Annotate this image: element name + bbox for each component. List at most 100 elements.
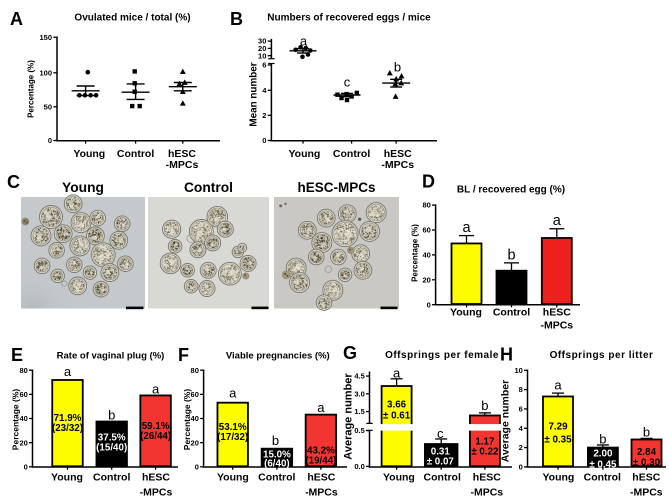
- svg-text:b: b: [394, 60, 401, 75]
- svg-text:± 0.22: ± 0.22: [471, 447, 499, 458]
- svg-text:0: 0: [519, 463, 523, 472]
- svg-text:1.5: 1.5: [354, 407, 364, 416]
- svg-text:Control: Control: [493, 306, 530, 318]
- svg-text:hESC: hESC: [384, 148, 412, 160]
- svg-text:-MPCs: -MPCs: [630, 487, 663, 499]
- svg-text:-MPCs: -MPCs: [540, 320, 573, 332]
- svg-text:10: 10: [258, 51, 266, 60]
- svg-text:2: 2: [519, 443, 523, 452]
- svg-text:a: a: [64, 364, 72, 379]
- svg-text:(15/40): (15/40): [96, 443, 127, 454]
- svg-text:± 0.07: ± 0.07: [427, 457, 455, 468]
- svg-text:0: 0: [24, 462, 28, 471]
- svg-text:C: C: [7, 172, 20, 192]
- svg-text:0: 0: [48, 136, 52, 145]
- svg-text:± 0.61: ± 0.61: [383, 411, 411, 422]
- svg-text:Control: Control: [117, 148, 154, 160]
- svg-text:± 0.30: ± 0.30: [633, 457, 661, 468]
- svg-text:hESC: hESC: [632, 472, 660, 484]
- svg-text:c: c: [437, 426, 444, 441]
- svg-text:-MPCs: -MPCs: [305, 487, 338, 499]
- svg-text:0.5: 0.5: [354, 426, 364, 435]
- svg-text:20: 20: [258, 44, 266, 53]
- svg-text:Control: Control: [93, 472, 130, 484]
- svg-text:hESC: hESC: [142, 472, 170, 484]
- svg-text:59.1%: 59.1%: [142, 421, 170, 432]
- svg-text:6: 6: [262, 61, 266, 70]
- svg-text:40: 40: [191, 414, 199, 423]
- svg-text:0.0: 0.0: [354, 462, 364, 471]
- svg-text:1.17: 1.17: [475, 437, 495, 448]
- svg-text:F: F: [178, 345, 189, 365]
- svg-text:60: 60: [19, 390, 27, 399]
- svg-text:a: a: [152, 382, 160, 397]
- svg-text:a: a: [317, 400, 325, 415]
- svg-text:A: A: [10, 9, 23, 29]
- svg-text:-MPCs: -MPCs: [381, 159, 414, 171]
- svg-text:Percentage (%): Percentage (%): [11, 389, 21, 451]
- svg-text:7.29: 7.29: [548, 422, 568, 433]
- svg-text:80: 80: [19, 366, 27, 375]
- svg-text:Numbers of recovered eggs / mi: Numbers of recovered eggs / mice: [267, 13, 431, 24]
- svg-text:Average number: Average number: [342, 373, 354, 460]
- svg-text:b: b: [272, 433, 279, 448]
- svg-text:3.66: 3.66: [387, 400, 407, 411]
- svg-text:D: D: [422, 172, 435, 192]
- svg-text:Average number: Average number: [500, 380, 512, 462]
- svg-text:(26/44): (26/44): [140, 431, 171, 442]
- svg-text:40: 40: [422, 251, 430, 260]
- svg-text:20: 20: [19, 438, 27, 447]
- svg-text:± 0.45: ± 0.45: [589, 459, 617, 470]
- svg-text:a: a: [462, 220, 471, 236]
- svg-text:Control: Control: [584, 472, 621, 484]
- svg-text:2: 2: [262, 111, 266, 120]
- svg-text:-MPCs: -MPCs: [140, 487, 173, 499]
- svg-text:Young: Young: [383, 472, 415, 484]
- svg-text:Rate of vaginal plug (%): Rate of vaginal plug (%): [57, 351, 165, 362]
- svg-text:(6/40): (6/40): [264, 459, 290, 470]
- svg-text:G: G: [343, 343, 357, 363]
- svg-text:3.0: 3.0: [354, 389, 364, 398]
- svg-text:150: 150: [39, 33, 52, 42]
- svg-text:BL / recovered egg (%): BL / recovered egg (%): [457, 185, 565, 196]
- svg-text:c: c: [344, 75, 351, 90]
- svg-text:Young: Young: [542, 472, 574, 484]
- svg-text:E: E: [11, 345, 23, 365]
- svg-text:80: 80: [422, 201, 430, 210]
- svg-text:0: 0: [427, 300, 431, 309]
- svg-text:20: 20: [191, 438, 199, 447]
- svg-text:40: 40: [19, 414, 27, 423]
- svg-text:53.1%: 53.1%: [219, 422, 247, 433]
- svg-text:Young: Young: [450, 306, 482, 318]
- svg-text:b: b: [507, 248, 515, 264]
- svg-text:71.9%: 71.9%: [54, 413, 82, 424]
- svg-text:Offsprings per litter: Offsprings per litter: [550, 350, 654, 361]
- svg-text:Viable pregnancies (%): Viable pregnancies (%): [226, 351, 330, 362]
- svg-text:(23/32): (23/32): [52, 423, 83, 434]
- svg-text:(17/32): (17/32): [217, 432, 248, 443]
- svg-text:Young: Young: [73, 148, 105, 160]
- svg-text:Control: Control: [184, 180, 233, 195]
- svg-text:0.31: 0.31: [431, 447, 451, 458]
- svg-text:20: 20: [422, 275, 430, 284]
- svg-text:a: a: [553, 213, 562, 229]
- svg-text:Young: Young: [62, 180, 104, 195]
- svg-text:hESC: hESC: [168, 148, 196, 160]
- svg-text:Percentage (%): Percentage (%): [411, 224, 420, 282]
- svg-text:Control: Control: [333, 148, 370, 160]
- svg-text:Control: Control: [424, 472, 461, 484]
- svg-text:hESC-MPCs: hESC-MPCs: [297, 180, 375, 195]
- svg-text:10: 10: [514, 366, 522, 375]
- svg-text:6: 6: [519, 405, 523, 414]
- svg-text:a: a: [300, 33, 308, 48]
- svg-text:b: b: [108, 407, 115, 422]
- svg-text:30: 30: [258, 37, 266, 46]
- svg-text:Control: Control: [258, 472, 295, 484]
- svg-text:b: b: [599, 431, 606, 446]
- svg-text:Percentage (%): Percentage (%): [27, 60, 36, 118]
- svg-text:4: 4: [262, 86, 267, 95]
- svg-text:4.5: 4.5: [354, 372, 364, 381]
- svg-text:43.2%: 43.2%: [307, 446, 335, 457]
- svg-text:-MPCs: -MPCs: [470, 487, 503, 499]
- svg-text:80: 80: [191, 366, 199, 375]
